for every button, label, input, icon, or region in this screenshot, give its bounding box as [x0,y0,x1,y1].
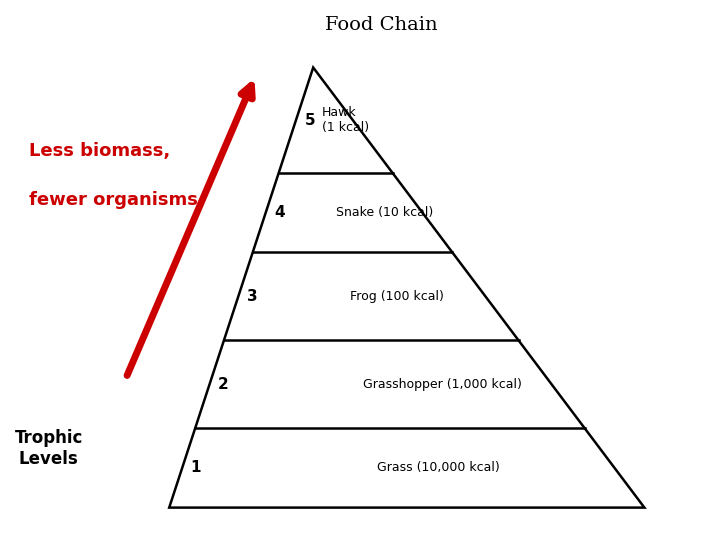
Text: Less biomass,: Less biomass, [29,142,170,160]
Text: 1: 1 [191,461,202,476]
Text: Trophic
Levels: Trophic Levels [14,429,83,468]
Polygon shape [169,68,644,508]
Text: 4: 4 [274,205,285,220]
Text: Grass (10,000 kcal): Grass (10,000 kcal) [377,462,500,475]
Text: 5: 5 [305,113,315,128]
Text: fewer organisms: fewer organisms [29,191,198,209]
Text: Hawk
(1 kcal): Hawk (1 kcal) [322,106,369,134]
Text: 3: 3 [247,289,258,304]
Text: Frog (100 kcal): Frog (100 kcal) [349,290,444,303]
Text: 2: 2 [218,377,229,392]
Text: Snake (10 kcal): Snake (10 kcal) [336,206,433,219]
Text: Food Chain: Food Chain [325,16,438,34]
Text: Grasshopper (1,000 kcal): Grasshopper (1,000 kcal) [364,378,522,391]
